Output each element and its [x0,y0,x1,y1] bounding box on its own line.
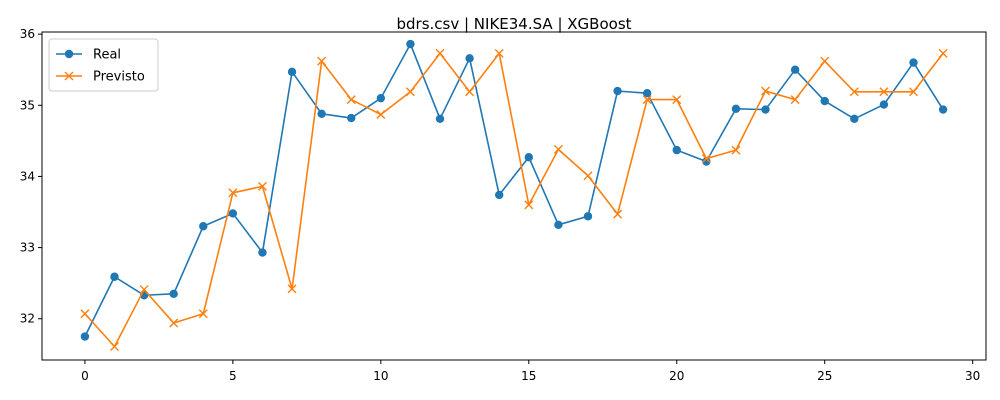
data-point-previsto [613,209,623,219]
data-point-real [702,157,711,166]
data-point-previsto [731,145,741,155]
data-point-previsto [790,95,800,105]
data-point-real [228,209,238,218]
data-point-real [909,58,918,67]
legend-box [48,38,159,92]
data-point-previsto [701,154,711,164]
data-point-previsto [820,56,830,66]
data-point-previsto [672,95,682,105]
data-point-previsto [938,48,948,58]
data-point-real [524,153,533,162]
data-point-previsto [879,87,889,97]
series-line-real [84,43,944,337]
data-point-previsto [761,86,771,96]
series-previsto [80,48,948,351]
series-real [80,39,948,341]
data-point-real [761,105,770,114]
y-tick-label: 34 [20,169,35,183]
data-point-previsto [376,110,386,120]
data-point-previsto [169,318,179,328]
data-point-real [465,54,474,63]
data-point-previsto [494,48,504,58]
data-point-real [435,114,445,124]
plot-frame [41,31,987,361]
legend-label: Previsto [93,70,145,85]
data-point-real [613,86,622,96]
data-point-previsto [405,87,415,97]
data-point-real [672,145,681,155]
y-tick-label: 35 [20,98,35,112]
data-point-previsto [228,188,238,198]
data-point-real [287,67,297,77]
data-point-previsto [849,87,859,97]
legend: Real Previsto [48,38,159,92]
data-point-previsto [435,48,445,58]
data-point-previsto [110,341,119,351]
data-point-real [317,109,326,119]
series-layer [80,39,948,351]
data-point-previsto [198,309,208,319]
data-point-real [258,248,267,257]
data-point-real [790,65,800,74]
data-point-previsto [317,56,327,66]
data-point-real [820,96,829,106]
legend-entry-previsto: Previsto [56,70,145,85]
data-point-previsto [583,171,593,181]
data-point-real [731,104,741,114]
x-tick-label: 20 [669,369,684,383]
x-tick-label: 30 [965,369,980,383]
x-tick-label: 25 [817,369,832,383]
data-point-previsto [346,95,356,105]
y-tick-label: 36 [20,27,35,41]
data-point-real [938,105,948,114]
data-point-real [110,272,119,281]
legend-marker [64,71,74,81]
legend-label: Real [93,48,121,63]
data-point-previsto [909,87,918,97]
y-tick-label: 33 [20,241,35,255]
chart-title: bdrs.csv | NIKE34.SA | XGBoost [396,15,631,33]
legend-entry-real: Real [56,48,121,63]
x-tick-label: 0 [81,369,89,383]
data-point-real [169,289,178,299]
data-point-previsto [139,285,149,295]
data-point-real [879,100,889,109]
x-axis: 0 5 10 15 20 25 30 [81,360,980,383]
data-point-previsto [524,200,534,210]
data-point-real [80,332,90,341]
x-tick-label: 10 [373,369,388,383]
data-point-previsto [287,284,297,294]
x-tick-label: 5 [229,369,237,383]
data-point-previsto [465,87,475,97]
series-line-previsto [84,52,944,348]
data-point-real [583,212,593,221]
data-point-real [495,190,504,200]
x-tick-label: 15 [521,369,536,383]
data-point-previsto [80,309,90,319]
data-point-previsto [642,95,652,105]
data-point-real [199,222,208,231]
data-point-previsto [257,181,267,191]
data-point-previsto [553,144,563,154]
legend-marker [64,49,74,59]
data-point-real [347,113,356,123]
data-point-real [850,114,859,124]
data-point-real [406,39,415,49]
data-point-real [376,93,386,103]
data-point-real [642,88,652,98]
y-axis: 32 33 34 35 36 [20,27,42,326]
data-point-real [554,220,563,230]
y-tick-label: 32 [20,312,35,326]
